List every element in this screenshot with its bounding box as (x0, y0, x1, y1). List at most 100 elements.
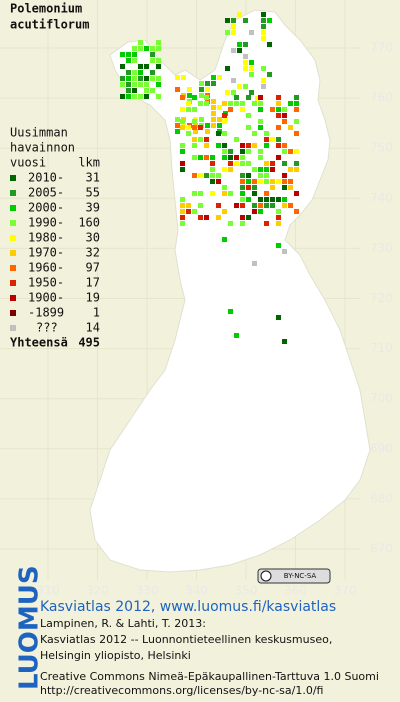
observation-square (120, 82, 125, 87)
legend-count: 39 (86, 201, 100, 215)
y-grid-label: 720 (370, 291, 393, 305)
observation-square (211, 105, 216, 110)
observation-square (228, 167, 233, 172)
observation-square (198, 215, 203, 220)
observation-square (222, 149, 227, 154)
observation-square (264, 197, 269, 202)
observation-square (222, 167, 227, 172)
observation-square (258, 155, 263, 160)
citation: Lampinen, R. & Lahti, T. 2013: (40, 617, 206, 630)
observation-square (282, 249, 287, 254)
observation-square (222, 113, 227, 118)
observation-square (267, 72, 272, 77)
observation-square (243, 18, 248, 23)
observation-square (210, 167, 215, 172)
observation-square (181, 75, 186, 80)
legend: 2010- 31 2005- 55 2000- 39 1990- 160 1980- 30 1970… (10, 171, 100, 335)
observation-square (180, 215, 185, 220)
observation-square (234, 161, 239, 166)
observation-square (211, 117, 216, 122)
observation-square (186, 125, 191, 130)
observation-square (294, 131, 299, 136)
observation-square (204, 95, 209, 100)
observation-square (198, 137, 203, 142)
observation-square (175, 129, 180, 134)
observation-square (231, 78, 236, 83)
x-grid-label: 360 (284, 584, 307, 598)
observation-square (210, 155, 215, 160)
observation-square (288, 167, 293, 172)
observation-square (210, 179, 215, 184)
observation-square (288, 125, 293, 130)
legend-count: 55 (86, 186, 100, 200)
observation-square (276, 209, 281, 214)
site-link[interactable]: Kasviatlas 2012, www.luomus.fi/kasviatla… (40, 599, 336, 615)
observation-square (144, 76, 149, 81)
observation-square (294, 149, 299, 154)
observation-square (204, 173, 209, 178)
license-link[interactable]: http://creativecommons.org/licenses/by-n… (40, 684, 323, 697)
observation-square (217, 117, 222, 122)
cc-badge (257, 568, 331, 584)
observation-square (243, 66, 248, 71)
observation-square (156, 58, 161, 63)
observation-square (180, 209, 185, 214)
observation-square (270, 107, 275, 112)
y-grid-label: 750 (370, 141, 393, 155)
observation-square (186, 209, 191, 214)
observation-square (270, 179, 275, 184)
observation-square (217, 75, 222, 80)
observation-square (234, 101, 239, 106)
observation-square (252, 185, 257, 190)
observation-square (246, 161, 251, 166)
observation-square (282, 197, 287, 202)
y-grid-label: 680 (370, 491, 393, 505)
observation-square (192, 125, 197, 130)
observation-square (246, 215, 251, 220)
observation-square (234, 95, 239, 100)
observation-square (225, 90, 230, 95)
observation-square (222, 131, 227, 136)
observation-square (282, 119, 287, 124)
observation-square (126, 52, 131, 57)
observation-square (237, 42, 242, 47)
observation-square (216, 131, 221, 136)
y-grid-label: 730 (370, 241, 393, 255)
observation-square (211, 75, 216, 80)
observation-square (120, 52, 125, 57)
x-grid-label: 330 (136, 584, 159, 598)
observation-square (276, 243, 281, 248)
legend-count: 30 (86, 231, 100, 245)
observation-square (228, 161, 233, 166)
observation-square (270, 197, 275, 202)
observation-square (234, 137, 239, 142)
observation-square (204, 215, 209, 220)
legend-swatch (10, 325, 16, 331)
observation-square (186, 107, 191, 112)
observation-square (240, 191, 245, 196)
legend-swatch (10, 190, 16, 196)
legend-total: 495 (78, 336, 100, 350)
observation-square (198, 203, 203, 208)
observation-square (126, 70, 131, 75)
observation-square (199, 81, 204, 86)
observation-square (217, 123, 222, 128)
observation-square (258, 119, 263, 124)
observation-square (192, 155, 197, 160)
observation-square (264, 131, 269, 136)
observation-square (186, 131, 191, 136)
observation-square (252, 167, 257, 172)
observation-square (198, 101, 203, 106)
y-grid-label: 670 (370, 542, 393, 556)
observation-square (187, 87, 192, 92)
observation-square (192, 143, 197, 148)
observation-square (288, 185, 293, 190)
observation-square (270, 161, 275, 166)
observation-square (180, 161, 185, 166)
observation-square (249, 72, 254, 77)
observation-square (228, 149, 233, 154)
observation-square (222, 101, 227, 106)
observation-square (294, 167, 299, 172)
observation-square (258, 179, 263, 184)
observation-square (243, 42, 248, 47)
